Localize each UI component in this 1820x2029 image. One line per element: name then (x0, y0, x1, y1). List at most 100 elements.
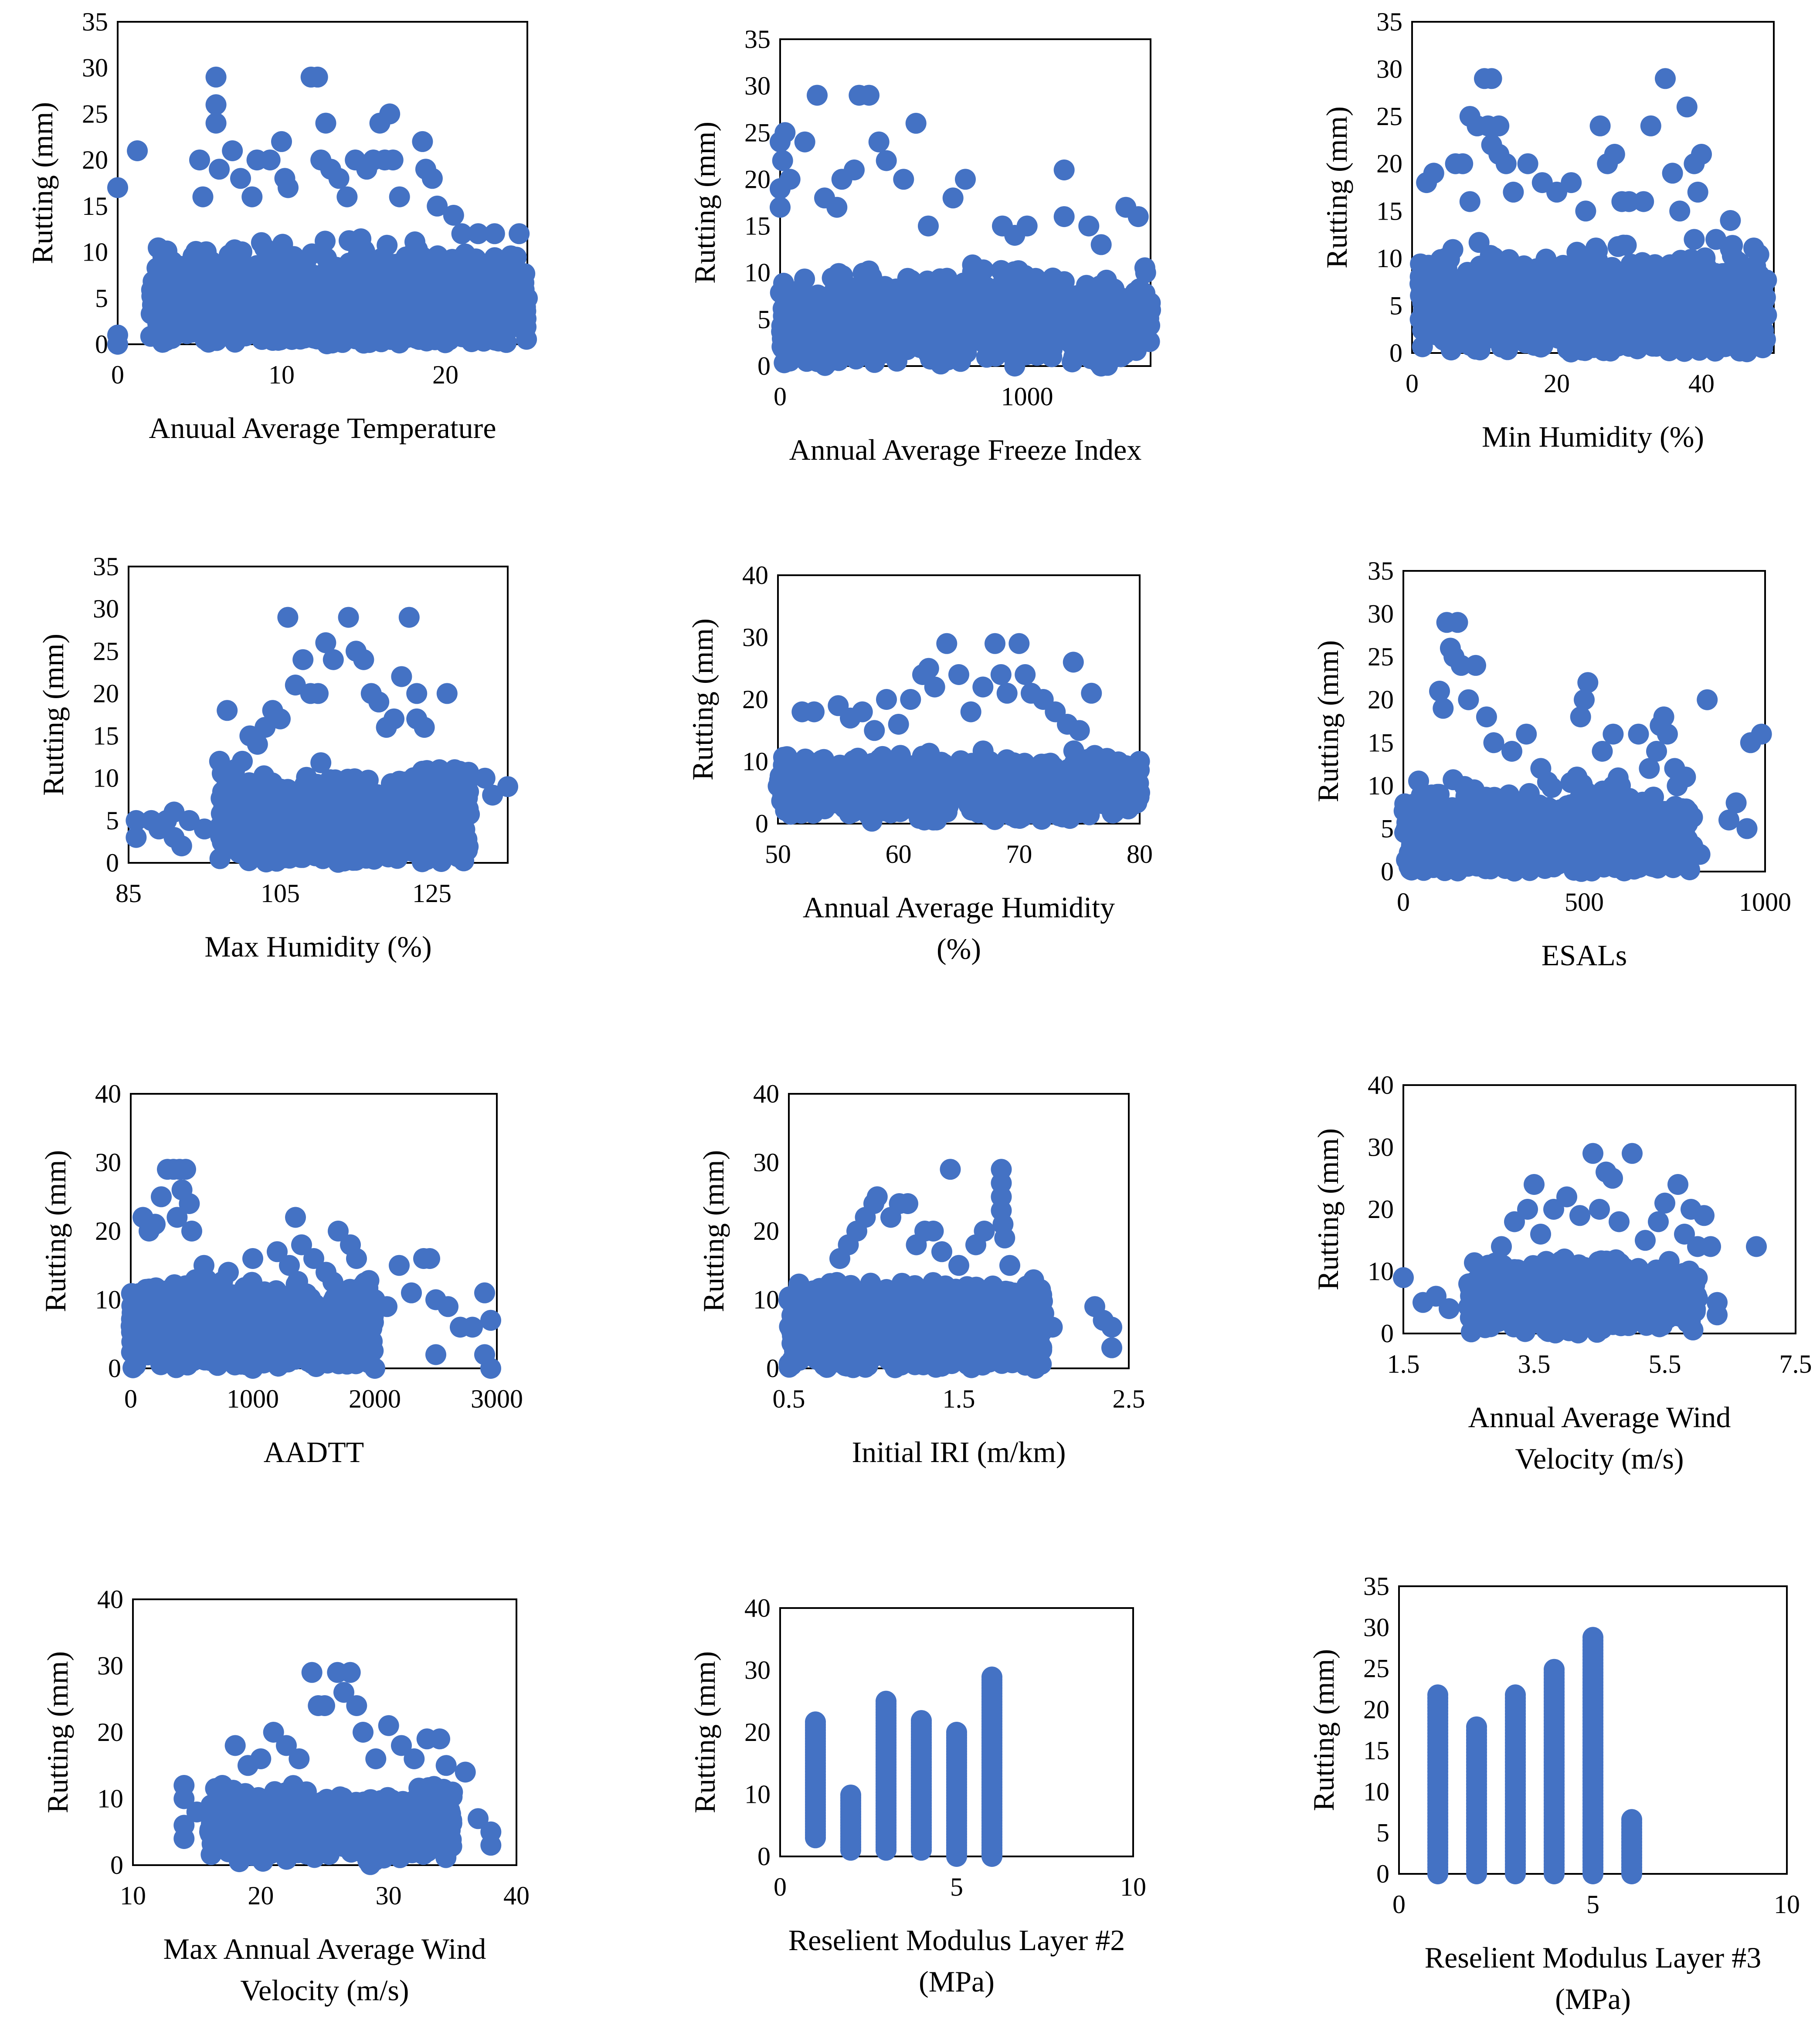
x-axis-title: (%) (937, 932, 981, 965)
data-point (780, 804, 801, 825)
data-point (1022, 290, 1043, 311)
data-point (1688, 297, 1709, 318)
data-point (876, 689, 897, 710)
data-point (1087, 319, 1108, 340)
data-point (230, 168, 251, 189)
data-point (1628, 723, 1649, 745)
data-point (1617, 824, 1639, 845)
data-point (377, 846, 399, 868)
data-point (1495, 153, 1517, 174)
data-point (1063, 651, 1084, 673)
data-point (1003, 308, 1025, 329)
x-axis-title: ESALs (1542, 939, 1627, 972)
data-point (776, 746, 798, 767)
y-tick-label: 0 (95, 330, 108, 359)
data-point (221, 830, 242, 851)
data-point (1486, 294, 1508, 316)
data-point (1085, 790, 1107, 811)
data-point (875, 339, 896, 360)
y-axis-title: Rutting (mm) (1311, 640, 1345, 802)
data-point (1656, 323, 1677, 345)
data-point (1004, 356, 1025, 377)
data-point (200, 258, 221, 279)
data-point (398, 607, 420, 628)
data-point (194, 329, 216, 350)
x-tick-label: 50 (765, 840, 791, 869)
data-point (356, 279, 377, 300)
data-point (972, 676, 994, 698)
data-point (127, 140, 148, 161)
data-point (479, 276, 500, 297)
x-tick-label: 125 (412, 879, 452, 908)
data-point (403, 275, 424, 296)
y-tick-label: 25 (82, 99, 108, 128)
data-point (1653, 706, 1674, 728)
y-tick-label: 30 (93, 594, 119, 623)
data-point (900, 689, 921, 710)
data-point (1638, 257, 1660, 278)
data-point (1472, 256, 1493, 277)
data-point (1689, 844, 1711, 865)
data-point (211, 288, 232, 310)
data-point (1016, 215, 1038, 237)
data-point (1743, 238, 1764, 259)
data-point (377, 234, 398, 256)
data-point (283, 246, 304, 267)
data-point (1613, 852, 1634, 873)
data-point (919, 339, 940, 360)
data-point (308, 683, 329, 704)
x-tick-label: 20 (1544, 369, 1570, 398)
data-point (859, 85, 879, 106)
y-axis-title: Rutting (mm) (686, 618, 719, 780)
data-point (1065, 794, 1086, 816)
data-point (382, 149, 404, 171)
data-point (1675, 767, 1696, 788)
data-point (1751, 723, 1772, 745)
data-point (1756, 305, 1777, 326)
data-point (1537, 319, 1559, 340)
data-point (905, 112, 927, 134)
data-point (942, 346, 964, 367)
data-point (1465, 655, 1486, 676)
data-point (259, 149, 281, 171)
data-point (1069, 720, 1090, 741)
data-point (1578, 305, 1599, 326)
data-point (278, 177, 299, 198)
data-point (353, 649, 374, 670)
data-point (1708, 329, 1728, 350)
data-point (421, 168, 443, 189)
data-point (889, 784, 910, 806)
data-point (851, 278, 873, 299)
data-point (985, 633, 1005, 654)
data-point (406, 683, 428, 704)
data-point (1694, 248, 1716, 269)
data-point (209, 159, 230, 180)
data-point (1649, 303, 1671, 324)
data-point (296, 770, 318, 791)
data-point (1122, 315, 1144, 336)
data-point (1423, 163, 1444, 184)
data-point (1655, 68, 1676, 89)
data-point (990, 664, 1012, 685)
data-point (1451, 833, 1472, 854)
data-point (1516, 723, 1537, 745)
data-point (803, 335, 825, 356)
data-point (893, 169, 914, 190)
y-tick-label: 30 (744, 71, 771, 100)
y-tick-label: 0 (1389, 339, 1402, 367)
data-point (1687, 181, 1708, 203)
data-point (484, 223, 505, 244)
data-point (391, 666, 412, 687)
data-point (1561, 172, 1582, 193)
x-tick-label: 0 (774, 382, 787, 411)
data-point (222, 140, 243, 161)
data-point (826, 197, 848, 218)
data-point (1669, 200, 1691, 222)
y-tick-label: 0 (757, 352, 771, 380)
x-tick-label: 500 (1565, 888, 1604, 916)
data-point (1736, 818, 1758, 839)
data-point (260, 309, 281, 330)
data-point (965, 753, 986, 774)
data-point (1485, 831, 1507, 852)
